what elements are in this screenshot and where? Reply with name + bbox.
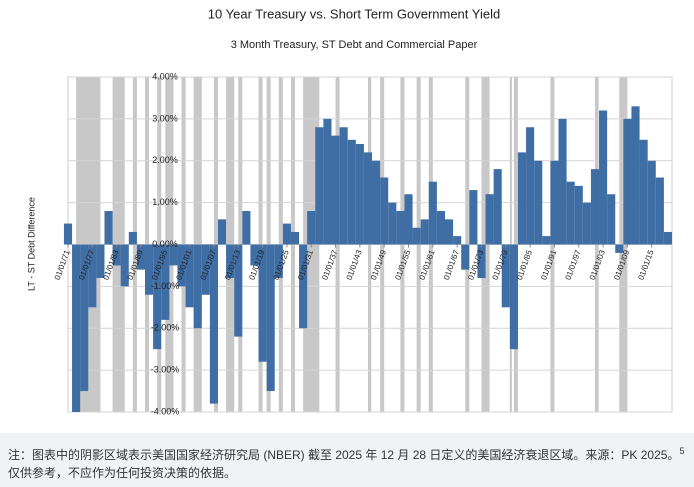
chart-title: 10 Year Treasury vs. Short Term Governme…: [208, 6, 500, 21]
bar: [517, 152, 527, 245]
bar: [615, 244, 624, 253]
bar: [177, 244, 186, 287]
bar: [420, 219, 429, 245]
bar: [242, 211, 251, 245]
bar: [347, 139, 356, 245]
bar: [582, 202, 591, 245]
bar: [112, 244, 121, 266]
bar: [639, 139, 648, 245]
bar: [623, 118, 632, 245]
bar: [72, 244, 81, 412]
bar: [96, 244, 105, 278]
bar: [153, 244, 162, 350]
y-tick-label: -2.00%: [151, 323, 180, 333]
bar: [436, 211, 445, 245]
bar: [607, 194, 616, 245]
bar: [599, 110, 608, 245]
bar: [453, 236, 462, 245]
footnote-text: 注：图表中的阴影区域表示美国国家经济研究局 (NBER) 截至 2025 年 1…: [8, 448, 680, 462]
y-tick-label: -4.00%: [151, 406, 180, 416]
bar: [485, 194, 494, 245]
bar: [428, 181, 437, 245]
bar: [558, 118, 567, 245]
y-tick-label: 2.00%: [152, 155, 178, 165]
bar: [493, 169, 502, 245]
bar: [201, 244, 210, 295]
bar: [315, 127, 324, 245]
bar: [396, 211, 405, 245]
bar: [380, 177, 389, 245]
bar: [145, 244, 154, 295]
bar: [226, 244, 235, 278]
bar: [120, 244, 129, 287]
bar: [234, 244, 243, 337]
bar: [412, 227, 421, 245]
bar: [647, 160, 656, 245]
bar: [323, 118, 332, 245]
bar: [339, 127, 348, 245]
bar: [193, 244, 202, 329]
bar: [566, 181, 575, 245]
bar: [355, 144, 364, 245]
bar: [461, 244, 470, 270]
footnote-text: 仅供参考，不应作为任何投资决策的依据。: [8, 466, 237, 480]
bar: [372, 160, 381, 245]
bar: [631, 106, 640, 245]
bar: [363, 152, 373, 245]
y-tick-label: -1.00%: [151, 281, 180, 291]
y-tick-label: 0.00%: [152, 239, 178, 249]
bar: [128, 231, 137, 245]
bar: [526, 127, 535, 245]
y-tick-label: -3.00%: [151, 365, 180, 375]
bar: [655, 177, 664, 245]
bar: [444, 219, 454, 245]
bar: [63, 223, 73, 245]
bar: [307, 211, 316, 245]
bar: [542, 236, 551, 245]
footnote-ref: 5: [679, 446, 685, 456]
bar: [290, 231, 300, 245]
bar: [274, 244, 283, 278]
bar: [388, 202, 397, 245]
chart-subtitle: 3 Month Treasury, ST Debt and Commercial…: [231, 39, 478, 51]
y-tick-label: 3.00%: [152, 113, 178, 123]
bar: [501, 244, 510, 308]
chart: 10 Year Treasury vs. Short Term Governme…: [26, 6, 673, 416]
bar: [590, 169, 600, 245]
bar: [404, 194, 413, 245]
y-axis-label: LT - ST Debt Difference: [26, 197, 36, 291]
bar: [331, 135, 340, 245]
bar: [217, 219, 227, 245]
bar: [550, 160, 559, 245]
bar: [104, 211, 113, 245]
bar: [509, 244, 518, 350]
bar: [185, 244, 194, 308]
y-tick-label: 1.00%: [152, 197, 178, 207]
bar: [161, 244, 170, 320]
bar: [250, 244, 259, 266]
bar: [534, 160, 543, 245]
bar: [80, 244, 89, 392]
bar: [574, 185, 583, 245]
footnote: 注：图表中的阴影区域表示美国国家经济研究局 (NBER) 截至 2025 年 1…: [0, 433, 694, 487]
bar: [258, 244, 267, 362]
bar: [469, 190, 478, 245]
bar: [136, 244, 146, 270]
bar: [169, 244, 178, 266]
bar: [299, 244, 308, 329]
bar: [282, 223, 291, 245]
bar: [88, 244, 97, 308]
bar: [266, 244, 275, 392]
bar: [663, 231, 672, 245]
y-tick-label: 4.00%: [152, 71, 178, 81]
bar: [477, 244, 486, 278]
bar: [209, 244, 218, 404]
